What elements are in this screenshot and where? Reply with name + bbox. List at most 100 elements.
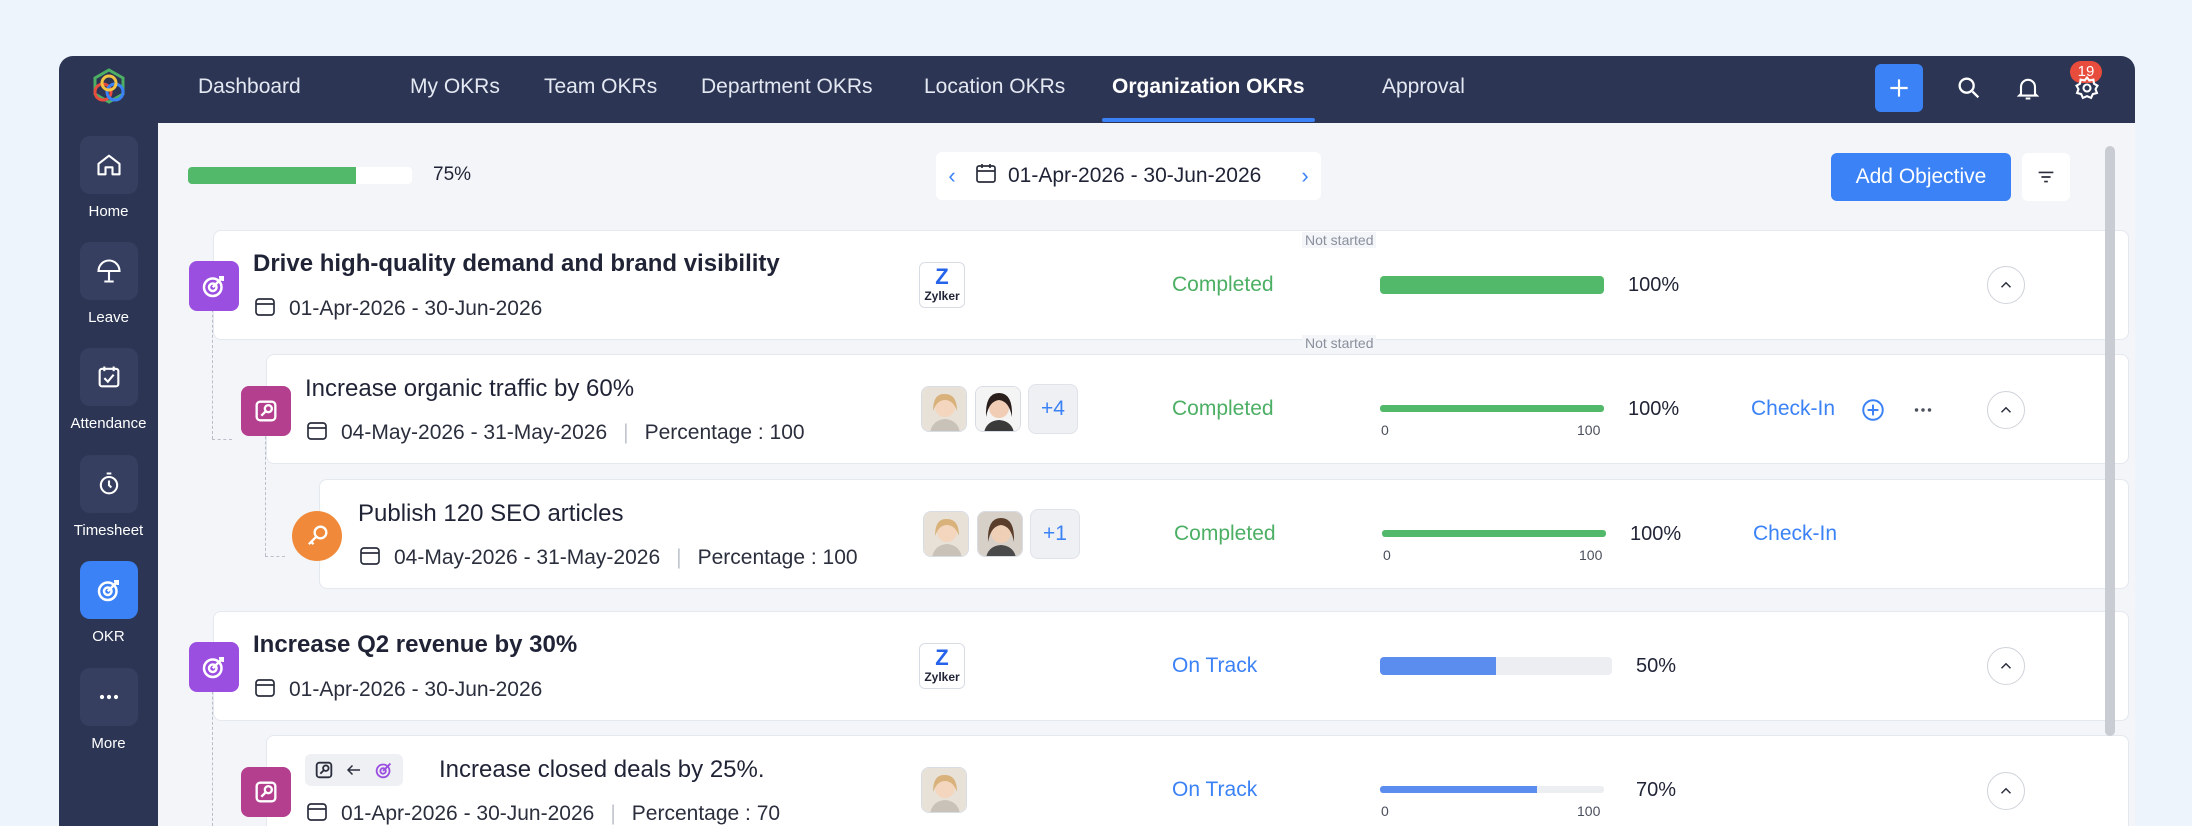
tab-organization-okrs[interactable]: Organization OKRs: [1102, 56, 1315, 123]
add-objective-button[interactable]: Add Objective: [1831, 153, 2011, 201]
owner-avatar[interactable]: [921, 386, 967, 432]
objective-title[interactable]: Increase Q2 revenue by 30%: [253, 631, 578, 658]
percentage-text: Percentage : 100: [644, 421, 805, 444]
alignment-chip[interactable]: [305, 754, 403, 786]
progress-bar: [1380, 276, 1604, 294]
objective-title[interactable]: Drive high-quality demand and brand visi…: [253, 250, 780, 277]
scale-min: 0: [1381, 803, 1389, 819]
progress-percent: 100%: [1630, 523, 1682, 545]
check-in-button[interactable]: Check-In: [1751, 397, 1836, 420]
progress-percent: 70%: [1636, 779, 1677, 801]
notification-badge: 19: [2070, 61, 2102, 83]
more-options-icon[interactable]: [1910, 397, 1936, 428]
key-result-title[interactable]: Increase organic traffic by 60%: [305, 375, 635, 402]
objective-dates: 01-Apr-2026 - 30-Jun-2026: [253, 294, 542, 324]
create-button[interactable]: [1875, 64, 1923, 112]
collapse-button[interactable]: [1987, 647, 2025, 685]
initiative-card[interactable]: [319, 479, 2129, 589]
app-logo-icon[interactable]: [87, 66, 131, 110]
sidebar-item-leave[interactable]: Leave: [59, 242, 158, 326]
key-result-card[interactable]: [266, 354, 2129, 464]
app-window: Home Leave Attendance Timesheet OKR: [59, 56, 2135, 826]
objective-target-icon: [189, 261, 239, 311]
progress-fill: [1380, 405, 1604, 412]
progress-bar: [1380, 657, 1612, 675]
sidebar: Home Leave Attendance Timesheet OKR: [59, 56, 158, 826]
key-result-icon: [241, 767, 291, 817]
status-badge: Completed: [1172, 273, 1274, 296]
chevron-left-icon[interactable]: ‹: [948, 163, 956, 188]
overall-progress-label: 75%: [433, 164, 472, 185]
calendar-icon: [253, 294, 277, 324]
date-range-picker[interactable]: ‹ 01-Apr-2026 - 30-Jun-2026 ›: [936, 152, 1321, 200]
vertical-scrollbar[interactable]: [2105, 146, 2115, 736]
objective-dates: 01-Apr-2026 - 30-Jun-2026: [253, 675, 542, 705]
status-badge: Completed: [1172, 397, 1274, 420]
collapse-button[interactable]: [1987, 772, 2025, 810]
owner-avatar[interactable]: [975, 386, 1021, 432]
status-badge: Completed: [1174, 522, 1276, 545]
calendar-icon: [974, 161, 998, 191]
calendar-icon: [253, 675, 277, 705]
key-result-title[interactable]: Increase closed deals by 25%.: [439, 756, 765, 783]
progress-percent: 100%: [1628, 398, 1680, 420]
progress-percent: 50%: [1636, 655, 1677, 677]
sidebar-item-label: OKR: [92, 628, 125, 645]
tab-my-okrs[interactable]: My OKRs: [410, 75, 500, 98]
scale-max: 100: [1579, 547, 1603, 563]
sidebar-item-home[interactable]: Home: [59, 136, 158, 220]
percentage-text: Percentage : 100: [697, 546, 858, 569]
collapse-button[interactable]: [1987, 391, 2025, 429]
key-result-meta: 01-Apr-2026 - 30-Jun-2026 | Percentage :…: [305, 799, 780, 826]
scale-max: 100: [1577, 422, 1601, 438]
tree-connector: [212, 264, 213, 439]
chevron-right-icon[interactable]: ›: [1301, 163, 1309, 188]
arrow-left-icon: [346, 764, 360, 776]
target-icon: [375, 762, 392, 779]
more-owners-button[interactable]: +1: [1030, 509, 1080, 559]
objective-card[interactable]: [213, 230, 2129, 340]
tree-connector: [212, 646, 213, 826]
percentage-text: Percentage : 70: [631, 802, 781, 825]
key-result-icon: [315, 761, 333, 779]
owner-avatar[interactable]: [923, 511, 969, 557]
tab-dashboard[interactable]: Dashboard: [198, 75, 301, 98]
date-range-text: 04-May-2026 - 31-May-2026: [394, 546, 661, 569]
sidebar-item-label: Attendance: [70, 415, 147, 432]
objective-card[interactable]: [213, 611, 2129, 721]
progress-fill: [1380, 786, 1537, 793]
add-circle-icon[interactable]: [1860, 397, 1886, 428]
owner-avatar[interactable]: [921, 767, 967, 813]
owner-avatar[interactable]: [977, 511, 1023, 557]
calendar-icon: [305, 799, 329, 826]
sidebar-item-timesheet[interactable]: Timesheet: [59, 455, 158, 539]
tab-approval[interactable]: Approval: [1382, 75, 1465, 98]
progress-percent: 100%: [1628, 274, 1680, 296]
key-result-card[interactable]: [266, 735, 2129, 826]
check-in-button[interactable]: Check-In: [1753, 522, 1838, 545]
search-icon[interactable]: [1955, 74, 1985, 104]
progress-fill: [1382, 530, 1606, 537]
filter-icon[interactable]: [2022, 153, 2070, 201]
sidebar-item-attendance[interactable]: Attendance: [59, 348, 158, 432]
gear-icon[interactable]: [2073, 74, 2103, 104]
date-range-text: 04-May-2026 - 31-May-2026: [341, 421, 608, 444]
sidebar-item-label: Leave: [88, 309, 129, 326]
scale-min: 0: [1381, 422, 1389, 438]
owner-logo: Z Zylker: [919, 643, 965, 689]
tree-connector: [212, 439, 232, 440]
sidebar-item-okr[interactable]: OKR: [59, 561, 158, 645]
calendar-check-icon: [79, 348, 138, 406]
sidebar-item-label: More: [91, 735, 126, 752]
bell-icon[interactable]: [2014, 74, 2044, 104]
progress-bar: [1380, 405, 1604, 412]
status-badge: On Track: [1172, 778, 1258, 801]
sidebar-item-more[interactable]: More: [59, 668, 158, 752]
more-owners-button[interactable]: +4: [1028, 384, 1078, 434]
tab-department-okrs[interactable]: Department OKRs: [701, 75, 873, 98]
initiative-title[interactable]: Publish 120 SEO articles: [358, 500, 624, 527]
tab-location-okrs[interactable]: Location OKRs: [924, 75, 1066, 98]
tree-connector: [265, 406, 266, 556]
collapse-button[interactable]: [1987, 266, 2025, 304]
tab-team-okrs[interactable]: Team OKRs: [544, 75, 658, 98]
